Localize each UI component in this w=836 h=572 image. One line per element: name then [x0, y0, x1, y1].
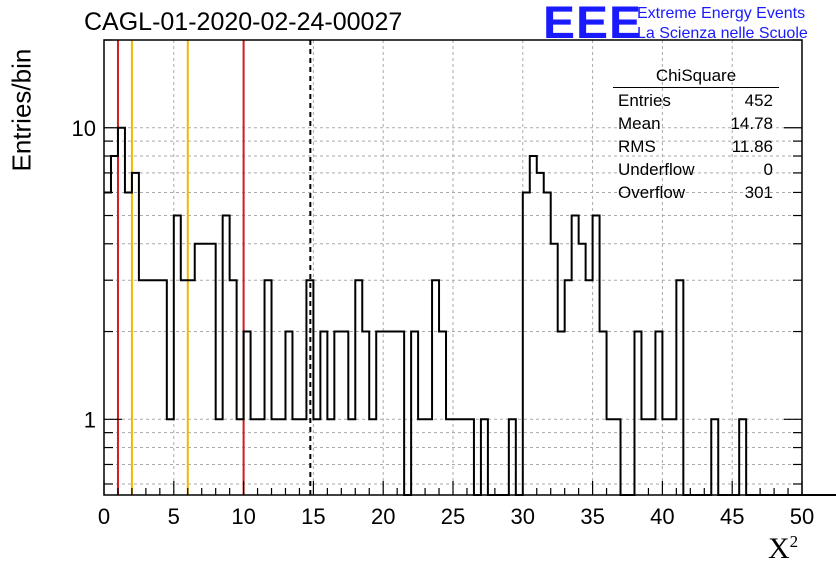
- x-tick-label: 30: [511, 504, 535, 529]
- x-axis-label: X2: [768, 532, 798, 566]
- stats-value: 14.78: [730, 114, 773, 133]
- x-axis-label-text: X: [768, 532, 790, 565]
- stats-box: ChiSquare Entries 452 Mean 14.78 RMS 11.86 …: [613, 66, 779, 204]
- stats-label: Overflow: [618, 183, 686, 202]
- stats-title: ChiSquare: [613, 66, 779, 88]
- stats-label: Mean: [618, 114, 661, 133]
- logo-subtitle-1: Extreme Energy Events: [637, 5, 806, 22]
- stats-value: 452: [744, 91, 773, 110]
- axis-ticks: [103, 39, 803, 495]
- eee-logo: EEE: [543, 0, 643, 49]
- grid-lines: [104, 40, 802, 495]
- x-tick-label: 40: [650, 504, 674, 529]
- stats-label: RMS: [618, 137, 656, 156]
- y-tick-label: 1: [84, 407, 96, 432]
- x-tick-label: 25: [441, 504, 465, 529]
- stats-row: Entries 452: [613, 89, 779, 112]
- y-tick-label: 10: [72, 116, 96, 141]
- x-tick-label: 35: [580, 504, 604, 529]
- axis-tick-labels: 0 5 10 15 20 25 30 35 40 45 50 1 10: [72, 116, 815, 529]
- histogram-series: [104, 126, 836, 496]
- reference-lines: [116, 40, 312, 495]
- stats-value: 11.86: [731, 137, 773, 156]
- logo-subtitle-2: La Scienza nelle Scuole: [637, 25, 808, 42]
- stats-value: 0: [763, 160, 773, 179]
- x-tick-label: 20: [371, 504, 395, 529]
- stats-value: 301: [744, 183, 773, 202]
- run-title: CAGL-01-2020-02-24-00027: [84, 8, 403, 36]
- x-tick-label: 10: [231, 504, 255, 529]
- stats-row: Underflow 0: [613, 158, 779, 181]
- stats-row: Mean 14.78: [613, 112, 779, 135]
- x-axis-label-superscript: 2: [789, 532, 799, 551]
- x-tick-label: 45: [720, 504, 744, 529]
- x-tick-label: 50: [790, 504, 814, 529]
- stats-label: Underflow: [618, 160, 695, 179]
- stats-row: RMS 11.86: [613, 135, 779, 158]
- x-tick-label: 0: [98, 504, 110, 529]
- x-tick-label: 5: [168, 504, 180, 529]
- y-axis-label: Entries/bin: [6, 48, 37, 172]
- stats-row: Overflow 301: [613, 181, 779, 204]
- x-tick-label: 15: [301, 504, 325, 529]
- stats-label: Entries: [618, 91, 671, 110]
